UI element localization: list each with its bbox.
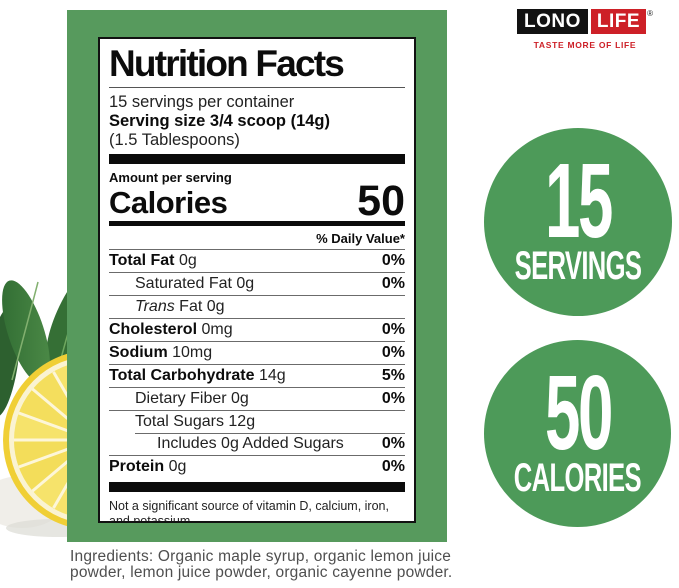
- ingredients-text: Ingredients: Organic maple syrup, organi…: [70, 548, 453, 581]
- amount-per-serving: Amount per serving: [109, 170, 232, 185]
- serving-size-value: 3/4 scoop (14g): [209, 112, 331, 130]
- servings-per-container: 15 servings per container: [109, 93, 295, 111]
- label-title: Nutrition Facts: [109, 43, 345, 84]
- nutrient-row-added-sugars: Includes 0g Added Sugars 0%: [109, 433, 405, 455]
- label-footnote: Not a significant source of vitamin D, c…: [109, 499, 389, 523]
- green-panel: Nutrition Facts 15 servings per containe…: [67, 10, 447, 542]
- logo-wordmark: LONO LIFE ®: [503, 9, 667, 34]
- divider: [109, 87, 405, 88]
- nutrient-row-saturated-fat: Saturated Fat 0g 0%: [109, 272, 405, 295]
- daily-value-header: % Daily Value*: [316, 231, 405, 246]
- thick-divider: [109, 482, 405, 492]
- nutrient-row-dietary-fiber: Dietary Fiber 0g 0%: [109, 387, 405, 410]
- thick-divider: [109, 154, 405, 164]
- nutrient-row-sodium: Sodium 10mg 0%: [109, 341, 405, 364]
- serving-size-note: (1.5 Tablespoons): [109, 131, 240, 149]
- serving-size-label: Serving size: [109, 112, 206, 130]
- brand-tagline: TASTE MORE OF LIFE: [533, 40, 637, 50]
- servings-badge-label: SERVINGS: [514, 244, 642, 288]
- nutrient-row-total-fat: Total Fat 0g 0%: [109, 249, 405, 272]
- servings-badge-value: 15: [545, 142, 613, 260]
- calories-label: Calories: [109, 185, 228, 220]
- nutrient-row-total-carbohydrate: Total Carbohydrate 14g 5%: [109, 364, 405, 387]
- nutrient-row-trans-fat: Trans Fat 0g: [109, 295, 405, 318]
- registered-trademark-icon: ®: [647, 9, 653, 18]
- nutrient-row-total-sugars: Total Sugars 12g: [109, 410, 405, 433]
- logo-life-box: LIFE: [590, 9, 647, 34]
- calories-value: 50: [357, 177, 405, 225]
- nutrient-row-cholesterol: Cholesterol 0mg 0%: [109, 318, 405, 341]
- calories-badge: 50 CALORIES: [484, 340, 671, 527]
- nutrition-facts-label: Nutrition Facts 15 servings per containe…: [98, 37, 416, 523]
- calories-row: Calories 50: [109, 177, 405, 225]
- calories-badge-value: 50: [544, 353, 613, 472]
- lonolife-logo: LONO LIFE ® TASTE MORE OF LIFE: [503, 9, 667, 50]
- calories-badge-label: CALORIES: [513, 455, 642, 500]
- nutrient-row-protein: Protein 0g 0%: [109, 455, 405, 478]
- logo-lono-box: LONO: [517, 9, 588, 34]
- serving-size: Serving size 3/4 scoop (14g): [109, 112, 405, 131]
- servings-badge: 15 SERVINGS: [484, 128, 672, 316]
- medium-divider: [109, 221, 405, 226]
